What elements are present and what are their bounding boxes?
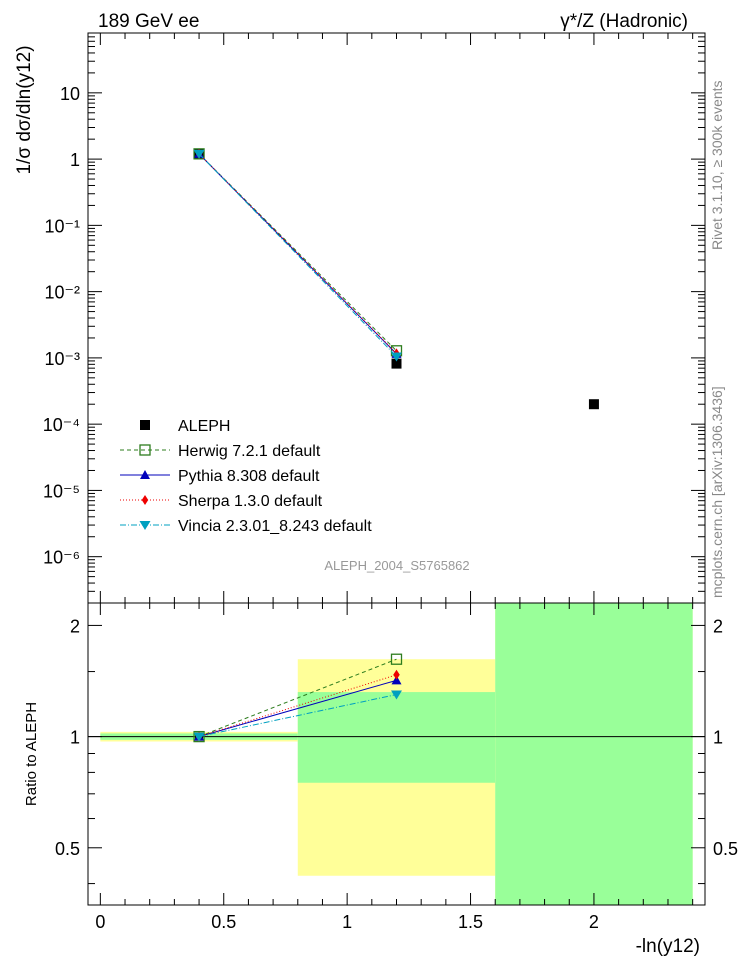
y-tick-label: 10⁻⁵	[43, 481, 80, 501]
legend-marker	[140, 470, 150, 479]
ratio-tick-label: 0.5	[55, 839, 80, 859]
ratio-band-inner	[495, 603, 693, 905]
x-axis-label: -ln(y12)	[636, 936, 700, 957]
x-tick-label: 2	[589, 912, 599, 932]
ratio-tick-label-right: 0.5	[713, 839, 738, 859]
mcplots-label: mcplots.cern.ch [arXiv:1306.3436]	[709, 386, 725, 598]
y-tick-label: 10⁻⁶	[43, 548, 80, 568]
series-point-main	[391, 352, 402, 362]
legend-marker	[140, 420, 150, 430]
series-line-main	[198, 153, 397, 357]
rivet-version-label: Rivet 3.1.10, ≥ 300k events	[709, 80, 725, 250]
x-tick-label: 0.5	[211, 912, 236, 932]
series-point-ratio	[391, 675, 402, 685]
series-point-ratio	[193, 732, 205, 742]
aleph-data-point	[391, 358, 402, 369]
ratio-series-layer	[88, 653, 705, 743]
aleph-data-point	[588, 399, 599, 410]
main-panel: 10⁻⁶ 10⁻⁵ 10⁻⁴ 10⁻³ 10⁻² 10⁻¹ 1 10 1/σ dσ/dln(y…	[14, 32, 706, 604]
series-point-ratio	[393, 669, 400, 680]
ratio-tick-label: 1	[70, 728, 80, 748]
legend-label: Pythia 8.308 default	[178, 468, 320, 485]
ratio-axis-ticks: 0 0.5 1 1.5 2 0.5 0.5 1 1 2 2	[55, 603, 738, 932]
series-point-ratio	[390, 653, 403, 665]
ratio-bands	[100, 603, 693, 905]
header-left: 189 GeV ee	[98, 11, 199, 32]
y-tick-label: 10⁻³	[44, 349, 80, 369]
legend-marker	[139, 444, 151, 456]
legend-label: Herwig 7.2.1 default	[178, 443, 321, 460]
analysis-label: ALEPH_2004_S5765862	[324, 558, 469, 573]
y-tick-label: 10⁻¹	[44, 216, 80, 236]
series-point-main	[193, 149, 205, 159]
series-line-ratio	[198, 658, 397, 738]
y-tick-label: 10	[60, 84, 80, 104]
series-line-main	[198, 153, 397, 352]
y-tick-label: 10⁻²	[44, 283, 80, 303]
y-tick-label: 10⁻⁴	[43, 415, 80, 435]
ratio-band-inner	[297, 692, 496, 783]
x-tick-label: 0	[95, 912, 105, 932]
series-line-ratio	[198, 679, 397, 738]
y-tick-label: 1	[70, 150, 80, 170]
ratio-y-axis-label: Ratio to ALEPH	[23, 702, 40, 806]
main-axis-ticks: 10⁻⁶ 10⁻⁵ 10⁻⁴ 10⁻³ 10⁻² 10⁻¹ 1 10	[43, 32, 705, 604]
legend-label: Sherpa 1.3.0 default	[178, 493, 323, 510]
legend-marker	[139, 521, 151, 530]
x-tick-label: 1	[342, 912, 352, 932]
series-point-ratio	[391, 690, 402, 700]
ratio-tick-label: 2	[70, 616, 80, 636]
ratio-tick-label-right: 1	[713, 728, 723, 748]
main-y-axis-label: 1/σ dσ/dln(y12)	[14, 45, 35, 174]
legend-label: Vincia 2.3.01_8.243 default	[178, 518, 372, 535]
legend-marker	[141, 495, 149, 505]
ratio-tick-label-right: 2	[713, 616, 723, 636]
series-line-ratio	[198, 694, 397, 738]
x-tick-label: 1.5	[458, 912, 483, 932]
legend-label: ALEPH	[178, 418, 230, 435]
header-right: γ*/Z (Hadronic)	[560, 11, 688, 32]
main-series-layer	[193, 148, 599, 410]
ratio-panel: 0 0.5 1 1.5 2 0.5 0.5 1 1 2 2 Ratio to ALEPH -ln(y…	[23, 602, 738, 957]
legend: ALEPH Herwig 7.2.1 default Pythia 8.308 de…	[120, 418, 372, 535]
